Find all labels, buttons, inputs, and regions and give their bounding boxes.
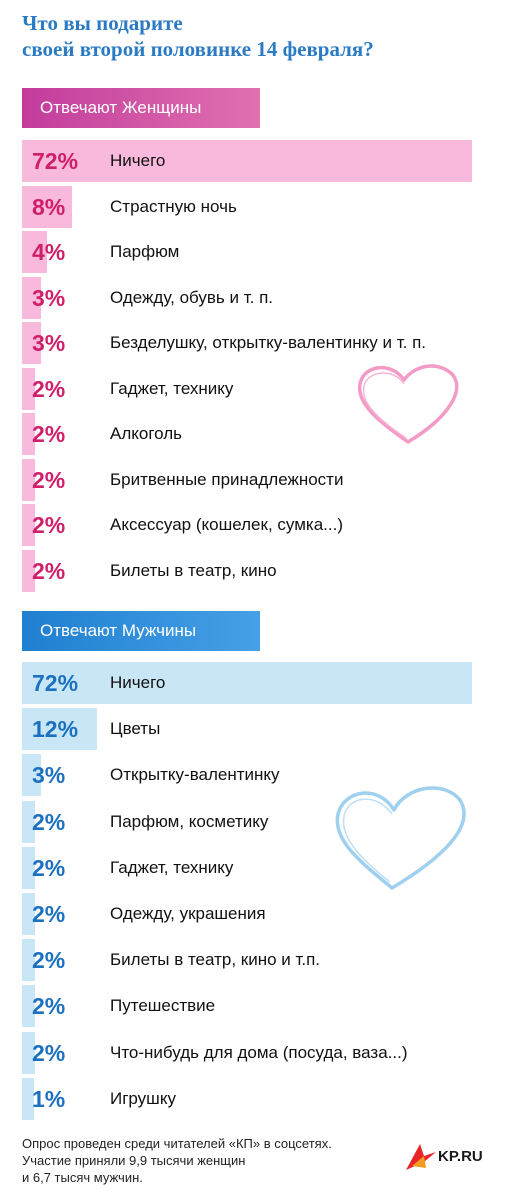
men-row: 72% Ничего xyxy=(22,662,492,704)
women-row: 4% Парфюм xyxy=(22,231,492,273)
logo-text: KP.RU xyxy=(438,1148,483,1165)
women-bar xyxy=(22,367,35,410)
women-bar xyxy=(22,185,72,228)
men-row: 1% Игрушку xyxy=(22,1077,492,1120)
kp-bird-icon xyxy=(406,1144,436,1170)
women-percent-label: 72% xyxy=(32,148,79,174)
women-bar xyxy=(22,458,35,501)
men-percent-label: 2% xyxy=(32,854,66,881)
chart-title: Что вы подарите своей второй половинке 1… xyxy=(22,10,502,62)
women-bar xyxy=(22,413,35,455)
survey-footnote: Опрос проведен среди читателей «КП» в со… xyxy=(22,1135,402,1186)
women-percent-label: 2% xyxy=(32,557,66,584)
men-bar xyxy=(22,939,35,982)
women-row: 8% Страстную ночь xyxy=(22,185,492,228)
men-row: 2% Гаджет, технику xyxy=(22,846,492,889)
men-percent-label: 2% xyxy=(32,947,66,974)
women-answer-label: Билеты в театр, кино xyxy=(110,560,277,580)
men-bar xyxy=(22,662,472,704)
women-answer-label: Страстную ночь xyxy=(110,196,237,216)
title-line-2: своей второй половинке 14 февраля? xyxy=(22,37,374,61)
men-bar xyxy=(22,985,35,1028)
men-row: 2% Путешествие xyxy=(22,985,492,1028)
women-row: 2% Билеты в театр, кино xyxy=(22,549,492,592)
men-percent-label: 2% xyxy=(32,808,66,835)
women-bar xyxy=(22,322,41,364)
men-bar xyxy=(22,893,35,935)
men-section-header: Отвечают Мужчины xyxy=(22,611,260,651)
women-row: 2% Аксессуар (кошелек, сумка...) xyxy=(22,504,492,546)
women-percent-label: 2% xyxy=(32,466,66,493)
men-percent-label: 2% xyxy=(32,993,66,1020)
women-row: 2% Гаджет, технику xyxy=(22,367,492,410)
footnote-line-3: и 6,7 тысяч мужчин. xyxy=(22,1170,143,1185)
women-row: 2% Бритвенные принадлежности xyxy=(22,458,492,501)
men-bar xyxy=(22,800,35,843)
women-percent-label: 2% xyxy=(32,375,66,402)
women-answer-label: Гаджет, технику xyxy=(110,378,234,398)
women-answer-label: Безделушку, открытку-валентинку и т. п. xyxy=(110,333,427,352)
pink-heart-decoration xyxy=(358,364,459,444)
women-answer-label: Парфюм xyxy=(110,242,180,261)
women-bar xyxy=(22,549,35,592)
men-answer-label: Цветы xyxy=(110,719,161,739)
footnote-line-1: Опрос проведен среди читателей «КП» в со… xyxy=(22,1136,332,1151)
women-section-header: Отвечают Женщины xyxy=(22,88,260,128)
men-answer-label: Что-нибудь для дома (посуда, ваза...) xyxy=(110,1042,408,1062)
men-percent-label: 12% xyxy=(32,716,79,743)
men-percent-label: 2% xyxy=(32,1039,66,1066)
men-row: 2% Одежду, украшения xyxy=(22,893,492,935)
men-percent-label: 1% xyxy=(32,1085,66,1112)
women-bar xyxy=(22,276,41,319)
men-answer-label: Игрушку xyxy=(110,1088,176,1108)
women-percent-label: 3% xyxy=(32,330,66,356)
men-row: 2% Билеты в театр, кино и т.п. xyxy=(22,939,492,982)
men-answer-label: Ничего xyxy=(110,673,166,692)
women-percent-label: 3% xyxy=(32,284,66,311)
women-answer-label: Аксессуар (кошелек, сумка...) xyxy=(110,515,343,534)
footnote-line-2: Участие приняли 9,9 тысячи женщин xyxy=(22,1153,246,1168)
men-bar xyxy=(22,846,35,889)
men-answer-label: Путешествие xyxy=(110,996,216,1016)
women-answer-label: Ничего xyxy=(110,151,166,170)
men-bar xyxy=(22,754,41,797)
women-answer-label: Бритвенные принадлежности xyxy=(110,469,344,489)
women-percent-label: 8% xyxy=(32,193,66,220)
women-percent-label: 4% xyxy=(32,239,66,265)
women-row: 3% Безделушку, открытку-валентинку и т. п… xyxy=(22,322,492,364)
men-answer-label: Гаджет, технику xyxy=(110,857,234,877)
women-row: 72% Ничего xyxy=(22,140,492,182)
men-bar xyxy=(22,1077,34,1120)
men-bar xyxy=(22,1031,35,1074)
men-percent-label: 72% xyxy=(32,670,79,696)
women-row: 2% Алкоголь xyxy=(22,413,492,455)
women-percent-label: 2% xyxy=(32,512,66,538)
women-answer-label: Одежду, обувь и т. п. xyxy=(110,287,273,307)
men-row: 2% Что-нибудь для дома (посуда, ваза...) xyxy=(22,1031,492,1074)
men-answer-label: Одежду, украшения xyxy=(110,904,266,923)
title-line-1: Что вы подарите xyxy=(22,11,183,35)
men-answer-label: Открытку-валентинку xyxy=(110,765,280,785)
blue-heart-decoration xyxy=(335,786,466,890)
kp-ru-logo: KP.RU xyxy=(402,1140,492,1180)
men-answer-label: Билеты в театр, кино и т.п. xyxy=(110,950,321,970)
women-bar xyxy=(22,140,472,182)
men-percent-label: 2% xyxy=(32,901,66,927)
women-bar xyxy=(22,231,47,273)
men-bar xyxy=(22,708,97,751)
women-row: 3% Одежду, обувь и т. п. xyxy=(22,276,492,319)
men-percent-label: 3% xyxy=(32,762,66,789)
men-answer-label: Парфюм, косметику xyxy=(110,811,269,831)
women-bar xyxy=(22,504,35,546)
women-percent-label: 2% xyxy=(32,421,66,447)
women-answer-label: Алкоголь xyxy=(110,424,183,443)
men-row: 12% Цветы xyxy=(22,708,492,751)
men-row: 3% Открытку-валентинку xyxy=(22,754,492,797)
men-row: 2% Парфюм, косметику xyxy=(22,800,492,843)
